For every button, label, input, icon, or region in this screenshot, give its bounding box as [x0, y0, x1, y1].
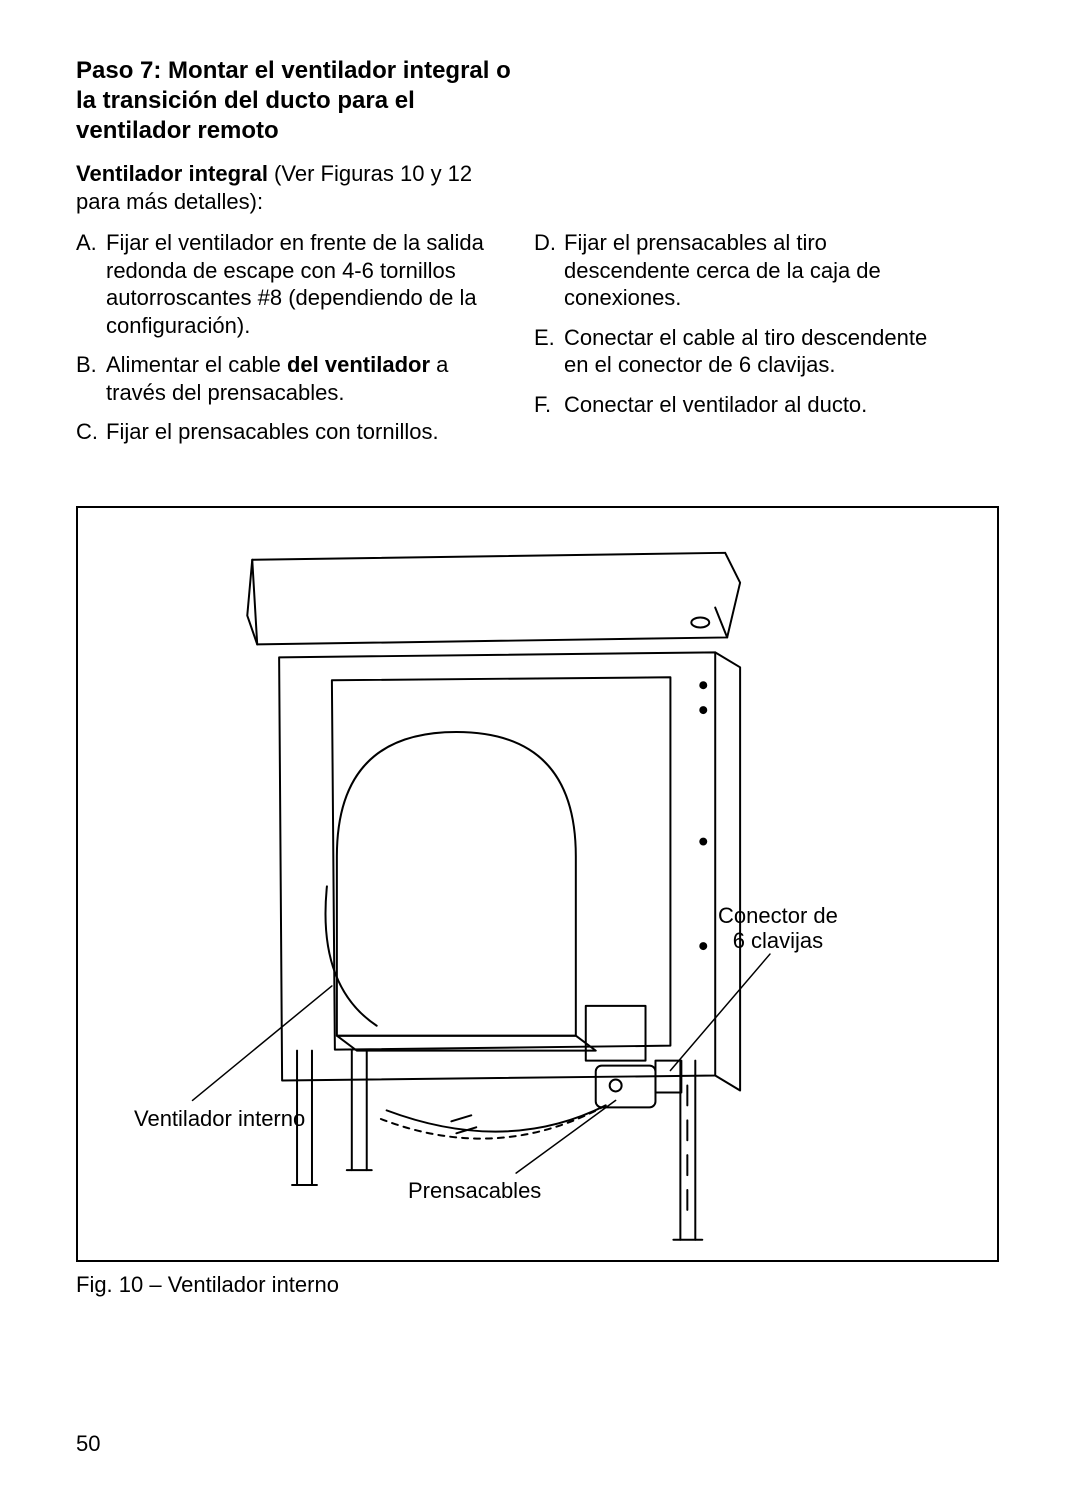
step-marker: A. [76, 229, 106, 339]
step-f: F. Conectar el ventilador al ducto. [534, 391, 954, 419]
figure-10-diagram [78, 508, 997, 1261]
step-c: C. Fijar el prensacables con tornillos. [76, 418, 496, 446]
instruction-columns: A. Fijar el ventilador en frente de la s… [76, 229, 1004, 458]
step-text: Conectar el ventilador al ducto. [564, 391, 954, 419]
step-a: A. Fijar el ventilador en frente de la s… [76, 229, 496, 339]
left-column: A. Fijar el ventilador en frente de la s… [76, 229, 496, 458]
right-column: D. Fijar el prensacables al tiro descend… [534, 229, 954, 458]
figure-caption: Fig. 10 – Ventilador interno [76, 1272, 1004, 1298]
step-marker: D. [534, 229, 564, 312]
step-marker: F. [534, 391, 564, 419]
step-marker: C. [76, 418, 106, 446]
step-b: B. Alimentar el cable del ventilador a t… [76, 351, 496, 406]
step-text: Fijar el prensacables al tiro descendent… [564, 229, 954, 312]
intro-bold: Ventilador integral [76, 161, 268, 186]
label-prensacables: Prensacables [408, 1178, 541, 1203]
intro-text: Ventilador integral (Ver Figuras 10 y 12… [76, 160, 516, 215]
step-text: Fijar el prensacables con tornillos. [106, 418, 496, 446]
step-marker: B. [76, 351, 106, 406]
step-text: Conectar el cable al tiro descendente en… [564, 324, 954, 379]
label-conector: Conector de 6 clavijas [718, 903, 838, 954]
step-e: E. Conectar el cable al tiro descendente… [534, 324, 954, 379]
label-ventilador-interno: Ventilador interno [134, 1106, 305, 1131]
step-text: Alimentar el cable del ventilador a trav… [106, 351, 496, 406]
figure-10-box: Conector de 6 clavijas Ventilador intern… [76, 506, 999, 1262]
step-marker: E. [534, 324, 564, 379]
page-number: 50 [76, 1431, 100, 1457]
step-d: D. Fijar el prensacables al tiro descend… [534, 229, 954, 312]
step-text: Fijar el ventilador en frente de la sali… [106, 229, 496, 339]
step-heading: Paso 7: Montar el ventilador integral o … [76, 56, 516, 146]
